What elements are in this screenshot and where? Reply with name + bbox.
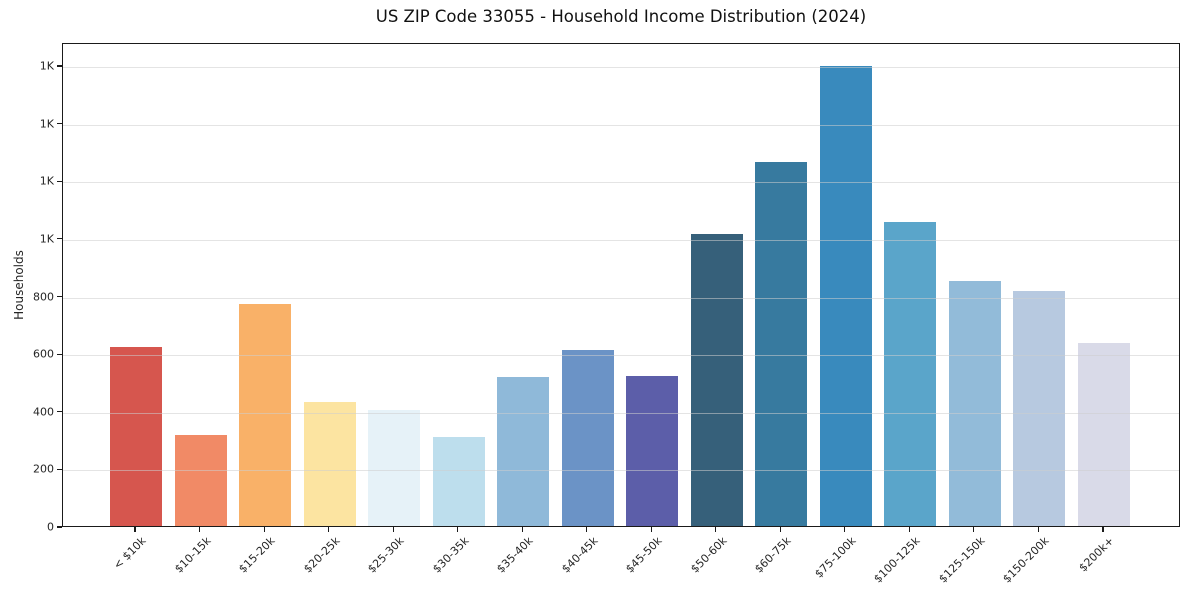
x-tick-mark bbox=[457, 527, 459, 532]
x-tick-mark bbox=[263, 527, 265, 532]
bar bbox=[432, 436, 485, 526]
y-tick-label: 800 bbox=[33, 290, 54, 303]
x-tick-label: < $10k bbox=[110, 534, 149, 572]
y-axis-label: Households bbox=[12, 250, 26, 320]
y-tick-mark bbox=[57, 238, 62, 240]
y-tick-label: 400 bbox=[33, 405, 54, 419]
gridline bbox=[63, 355, 1179, 357]
x-tick-mark bbox=[1037, 527, 1039, 532]
y-tick-label: 0 bbox=[47, 520, 54, 534]
x-tick-mark bbox=[198, 527, 201, 532]
bar bbox=[948, 280, 1001, 526]
y-tick-label: 200 bbox=[33, 462, 54, 476]
y-tick-mark bbox=[57, 123, 62, 125]
y-tick-mark bbox=[57, 65, 62, 67]
plot-area bbox=[62, 43, 1180, 527]
bar bbox=[303, 401, 356, 526]
y-tick-label: 1K bbox=[39, 232, 54, 246]
gridline bbox=[63, 67, 1179, 68]
y-tick-label: 1K bbox=[39, 117, 54, 131]
x-tick-mark bbox=[973, 527, 975, 532]
bar bbox=[239, 303, 292, 526]
bar bbox=[368, 409, 421, 526]
y-tick-mark bbox=[57, 180, 62, 182]
x-tick-mark bbox=[908, 527, 910, 532]
y-tick-label: 1K bbox=[39, 59, 54, 73]
y-tick-mark bbox=[57, 295, 62, 298]
x-tick-mark bbox=[328, 527, 330, 532]
gridline bbox=[63, 124, 1179, 126]
x-tick-mark bbox=[779, 527, 781, 532]
bar bbox=[819, 65, 872, 526]
bar bbox=[884, 221, 937, 526]
bar bbox=[497, 377, 550, 526]
bar bbox=[1013, 291, 1066, 526]
bar bbox=[1078, 342, 1130, 526]
x-tick-mark bbox=[521, 527, 523, 532]
gridline bbox=[63, 470, 1179, 472]
x-tick-mark bbox=[650, 527, 652, 532]
bar bbox=[174, 435, 227, 526]
y-tick-mark bbox=[57, 526, 62, 528]
x-tick-mark bbox=[134, 527, 136, 532]
chart-title: US ZIP Code 33055 - Household Income Dis… bbox=[375, 7, 867, 26]
bar bbox=[755, 162, 808, 526]
gridline bbox=[63, 412, 1179, 414]
gridline bbox=[63, 297, 1179, 299]
bar bbox=[690, 233, 743, 526]
x-tick-mark bbox=[715, 527, 717, 532]
bar bbox=[561, 349, 614, 526]
gridline bbox=[63, 239, 1179, 241]
y-tick-label: 600 bbox=[33, 347, 54, 361]
y-tick-mark bbox=[57, 468, 62, 470]
y-tick-mark bbox=[57, 353, 62, 355]
x-tick-mark bbox=[1102, 527, 1104, 532]
y-tick-label: 1K bbox=[39, 174, 54, 188]
bar bbox=[626, 376, 679, 526]
x-tick-mark bbox=[392, 527, 394, 532]
x-tick-mark bbox=[844, 527, 846, 532]
y-tick-mark bbox=[57, 411, 62, 413]
x-tick-mark bbox=[586, 527, 588, 532]
bar bbox=[110, 347, 162, 526]
gridline bbox=[63, 182, 1179, 184]
